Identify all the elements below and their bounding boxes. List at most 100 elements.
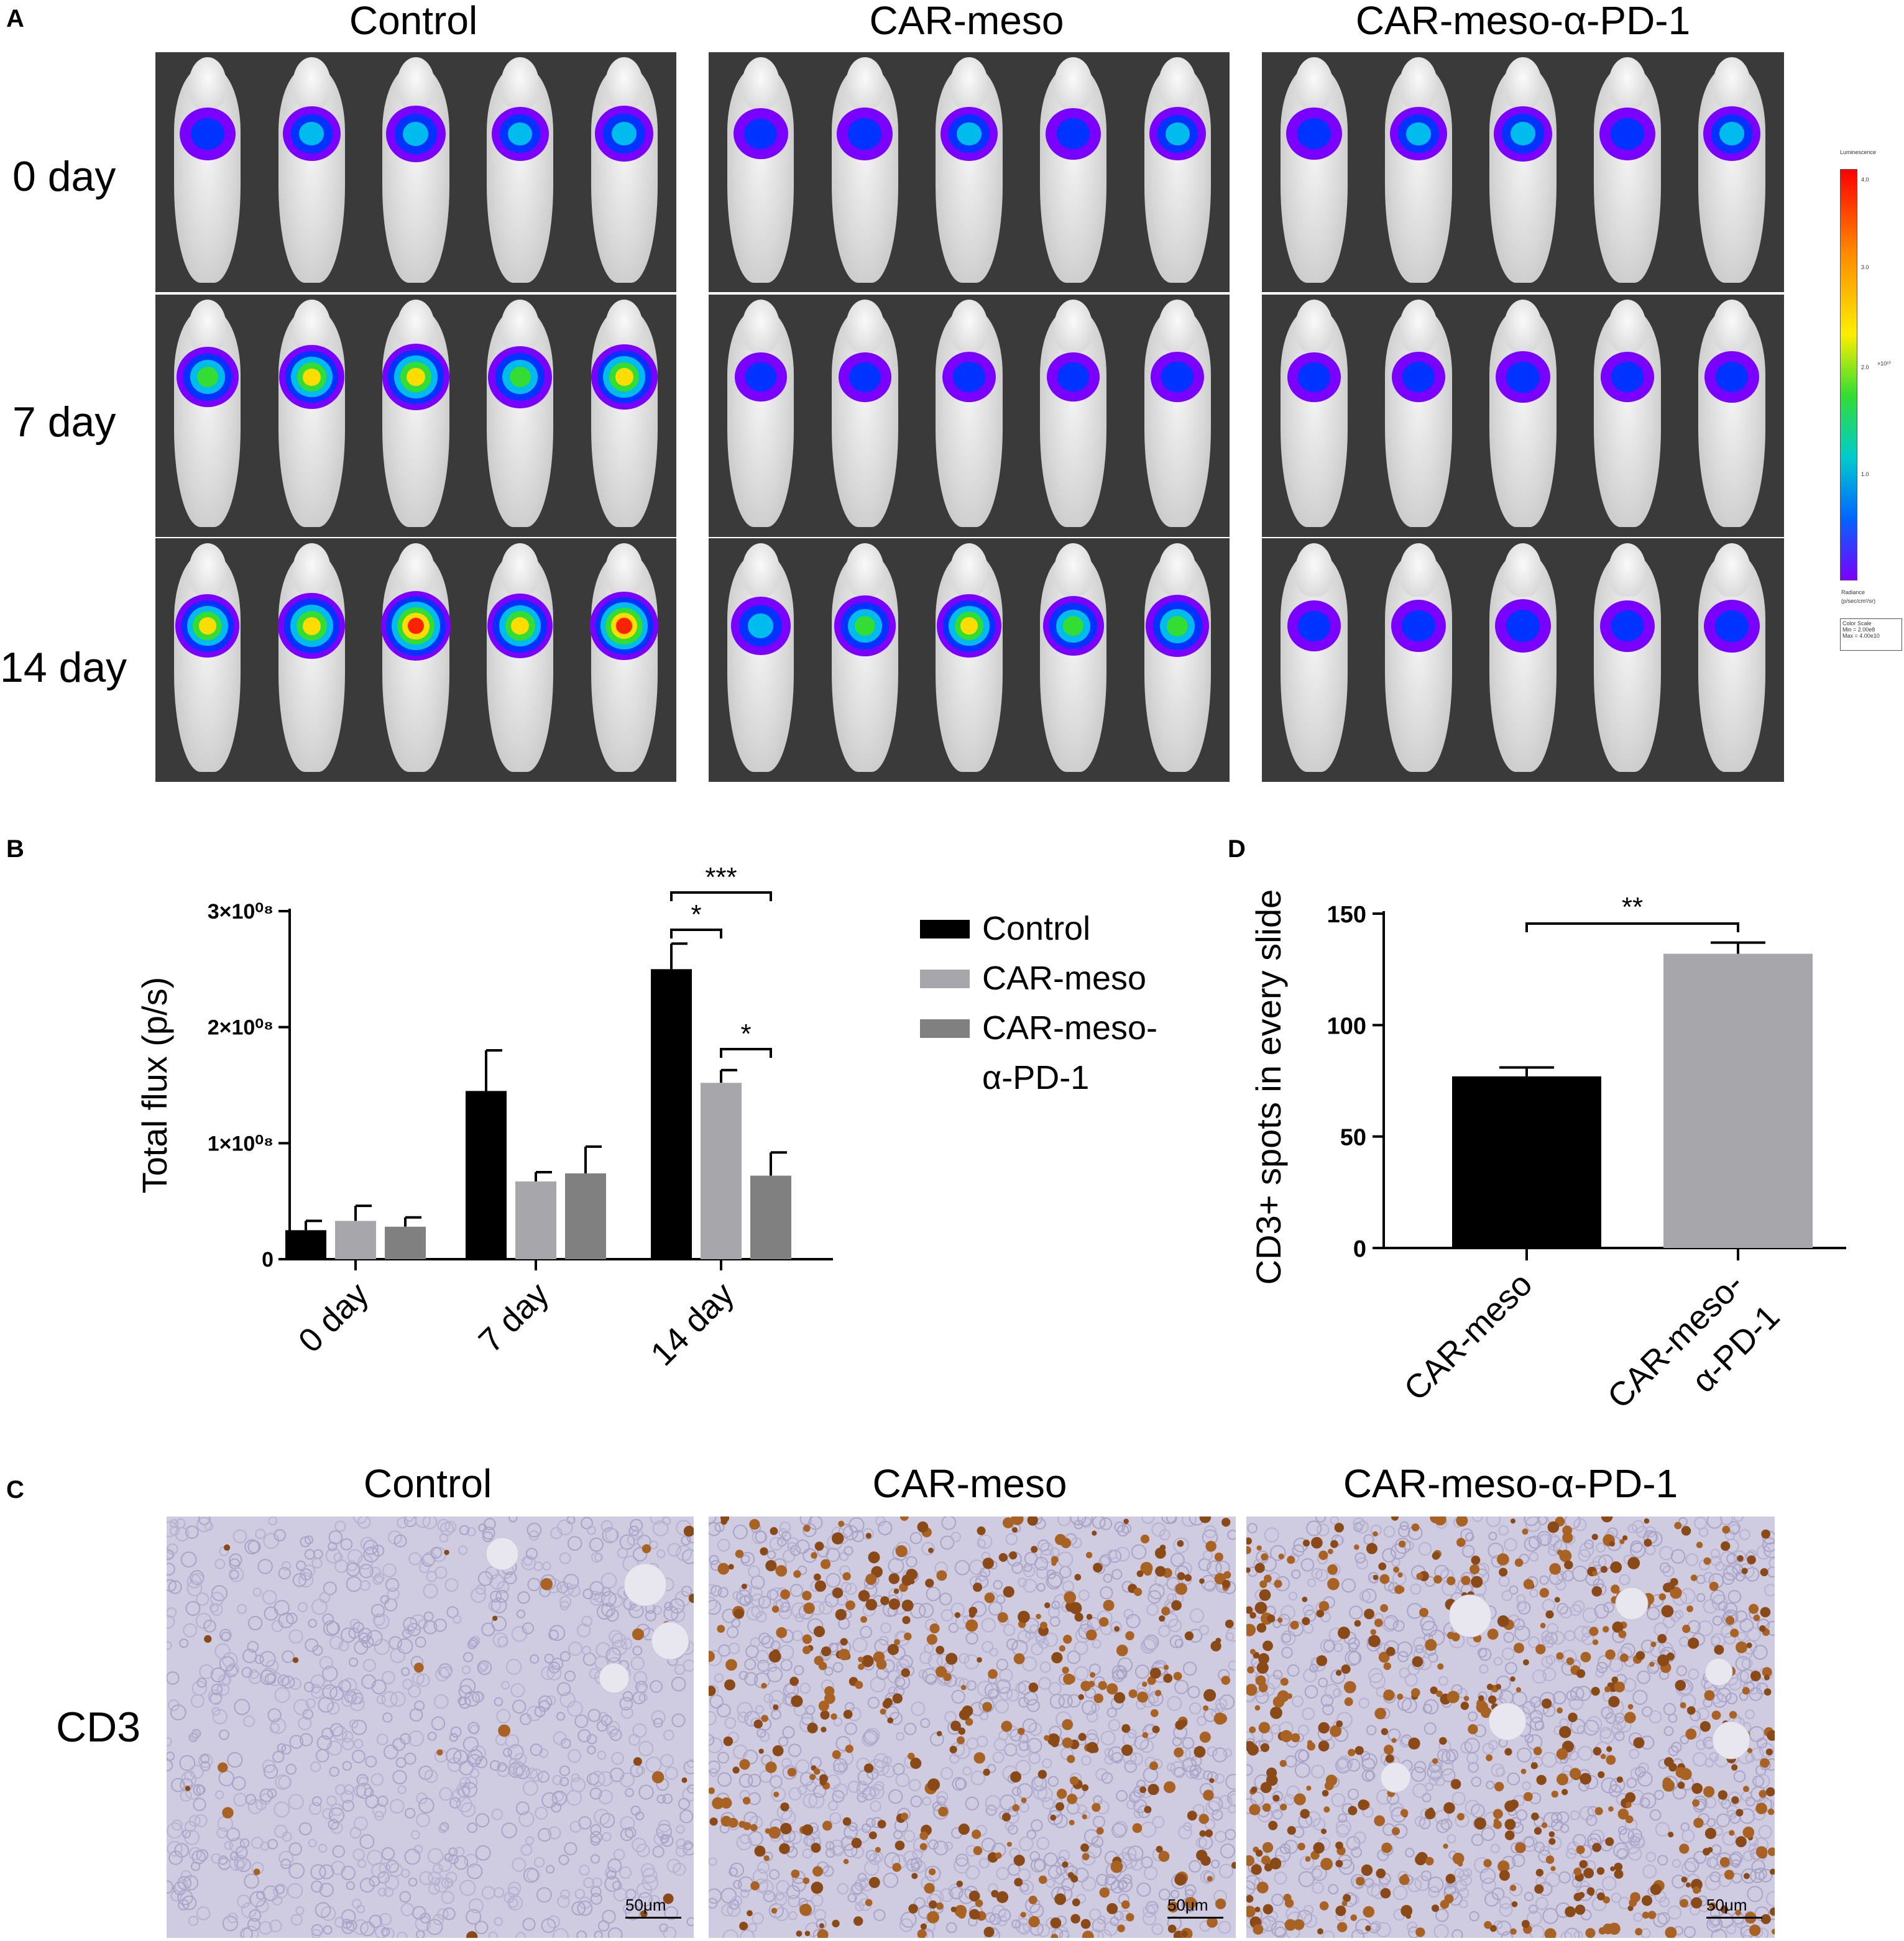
y-tick-label: 3×10⁰⁸	[208, 900, 274, 924]
cd3-positive-cell	[809, 1774, 816, 1781]
luminescence-signal	[407, 367, 425, 387]
cell-outline	[868, 1853, 881, 1865]
cell-outline	[489, 1760, 500, 1771]
cell-outline	[1524, 1733, 1534, 1743]
cd3-positive-cell	[887, 1717, 894, 1724]
cd3-positive-cell	[820, 1710, 830, 1720]
cell-outline	[1114, 1521, 1125, 1533]
cd3-positive-cell	[1055, 1802, 1065, 1811]
cell-outline	[329, 1636, 343, 1650]
cd3-positive-cell	[1300, 1809, 1310, 1819]
cell-outline	[1011, 1640, 1028, 1656]
cd3-positive-cell	[1576, 1845, 1585, 1855]
cell-outline	[636, 1882, 653, 1899]
cell-outline	[403, 1617, 418, 1631]
cd3-positive-cell	[1568, 1712, 1578, 1722]
cell-outline	[1611, 1893, 1622, 1903]
cd3-positive-cell	[1266, 1767, 1277, 1779]
cell-outline	[462, 1782, 478, 1798]
cell-outline	[536, 1887, 552, 1903]
cd3-positive-cell	[1054, 1893, 1067, 1906]
cell-outline	[1752, 1775, 1764, 1787]
cell-outline	[1745, 1709, 1755, 1720]
cell-outline	[1397, 1651, 1409, 1663]
cell-outline	[1131, 1544, 1147, 1560]
cd3-positive-cell	[663, 1893, 674, 1904]
cell-outline	[319, 1864, 334, 1879]
cell-outline	[879, 1636, 889, 1646]
cell-outline	[1105, 1874, 1116, 1886]
cell-outline	[1302, 1604, 1314, 1616]
cd3-positive-cell	[1090, 1672, 1096, 1678]
cell-outline	[229, 1553, 242, 1567]
cd3-positive-cell	[1066, 1674, 1075, 1684]
cell-outline	[1637, 1762, 1649, 1774]
cell-outline	[1368, 1572, 1379, 1584]
cd3-positive-cell	[791, 1695, 803, 1707]
cd3-positive-cell	[1668, 1832, 1674, 1838]
cell-outline	[1570, 1718, 1586, 1734]
cd3-positive-cell	[1074, 1574, 1082, 1581]
cell-outline	[1747, 1627, 1761, 1641]
cell-outline	[806, 1705, 816, 1715]
cd3-positive-cell	[743, 1822, 752, 1830]
cell-outline	[446, 1606, 459, 1618]
cd3-positive-cell	[1187, 1810, 1197, 1821]
cell-outline	[1215, 1698, 1228, 1710]
cell-outline	[1529, 1925, 1545, 1938]
cd3-positive-cell	[1280, 1730, 1293, 1743]
mouse-image	[812, 295, 919, 537]
cell-outline	[1488, 1531, 1497, 1541]
cell-outline	[370, 1604, 385, 1618]
cell-outline	[1681, 1861, 1696, 1876]
cell-outline	[1197, 1715, 1207, 1726]
cell-outline	[924, 1865, 941, 1882]
cell-outline	[1036, 1582, 1046, 1592]
cell-outline	[1355, 1919, 1371, 1935]
cell-outline	[1662, 1565, 1675, 1577]
cell-outline	[1223, 1748, 1232, 1758]
cell-outline	[596, 1604, 613, 1620]
cd3-positive-cell	[1559, 1726, 1571, 1738]
luminescence-signal	[615, 368, 633, 386]
cd3-positive-cell	[851, 1838, 862, 1848]
cd3-positive-cell	[732, 1766, 740, 1774]
cell-outline	[683, 1840, 693, 1851]
cd3-positive-cell	[1307, 1740, 1313, 1746]
cell-outline	[977, 1681, 993, 1697]
cell-outline	[1318, 1677, 1328, 1687]
cd3-positive-cell	[1044, 1735, 1050, 1741]
cell-outline	[1220, 1843, 1236, 1859]
cell-outline	[1304, 1685, 1318, 1699]
cell-outline	[1081, 1876, 1097, 1891]
cell-outline	[638, 1784, 654, 1800]
cell-outline	[422, 1517, 438, 1530]
cell-outline	[439, 1666, 453, 1679]
cd3-positive-cell	[1018, 1610, 1030, 1623]
cd3-positive-cell	[1703, 1786, 1715, 1797]
cd3-positive-cell	[1583, 1868, 1594, 1879]
cd3-positive-cell	[975, 1899, 983, 1907]
cell-outline	[179, 1638, 189, 1648]
cell-outline	[1542, 1599, 1555, 1612]
cell-outline	[1435, 1908, 1449, 1922]
cell-outline	[1512, 1853, 1525, 1868]
cell-outline	[1361, 1769, 1374, 1782]
cell-outline	[1723, 1602, 1738, 1617]
cell-outline	[218, 1770, 235, 1786]
cell-outline	[505, 1734, 520, 1748]
cell-outline	[906, 1556, 918, 1568]
cell-outline	[1601, 1706, 1614, 1719]
cell-outline	[278, 1567, 291, 1580]
cell-outline	[530, 1768, 543, 1782]
cell-outline	[494, 1917, 503, 1926]
cell-outline	[1694, 1517, 1707, 1530]
cd3-positive-cell	[1748, 1604, 1759, 1614]
cell-outline	[996, 1915, 1008, 1927]
cd3-positive-cell	[988, 1669, 998, 1679]
cd3-positive-cell	[789, 1676, 799, 1686]
cell-outline	[211, 1707, 221, 1716]
cell-outline	[1768, 1558, 1775, 1568]
cell-outline	[1418, 1542, 1432, 1556]
cd3-positive-cell	[1594, 1807, 1603, 1815]
